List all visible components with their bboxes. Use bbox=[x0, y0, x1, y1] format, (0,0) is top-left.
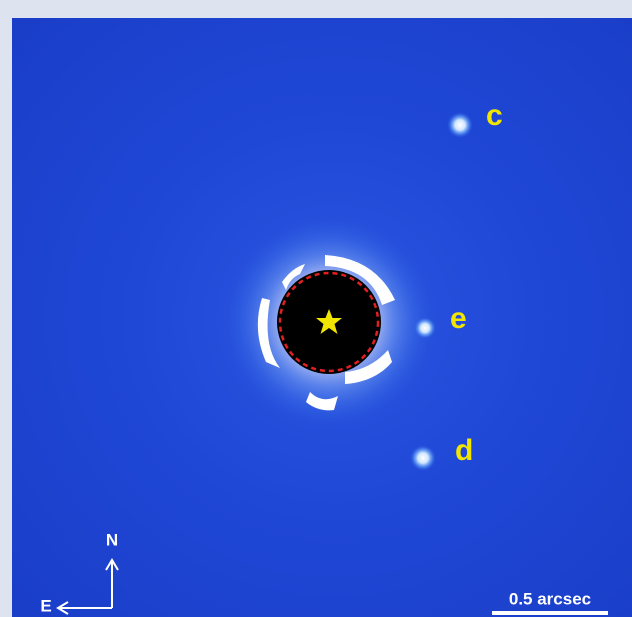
planet-c bbox=[447, 112, 473, 138]
image-view: c e d N E 0.5 arcsec bbox=[0, 0, 632, 617]
scale-bar-label: 0.5 arcsec bbox=[509, 589, 591, 608]
planet-label: c bbox=[486, 99, 503, 132]
planet-e bbox=[414, 317, 436, 339]
planet-label: d bbox=[455, 434, 473, 467]
compass-east: E bbox=[40, 596, 51, 615]
planet-label: e bbox=[450, 302, 467, 335]
compass-north: N bbox=[106, 530, 118, 549]
scale-bar bbox=[492, 611, 608, 615]
page: c e d N E 0.5 arcsec (() => { const data… bbox=[0, 0, 632, 617]
planet-d bbox=[410, 445, 436, 471]
